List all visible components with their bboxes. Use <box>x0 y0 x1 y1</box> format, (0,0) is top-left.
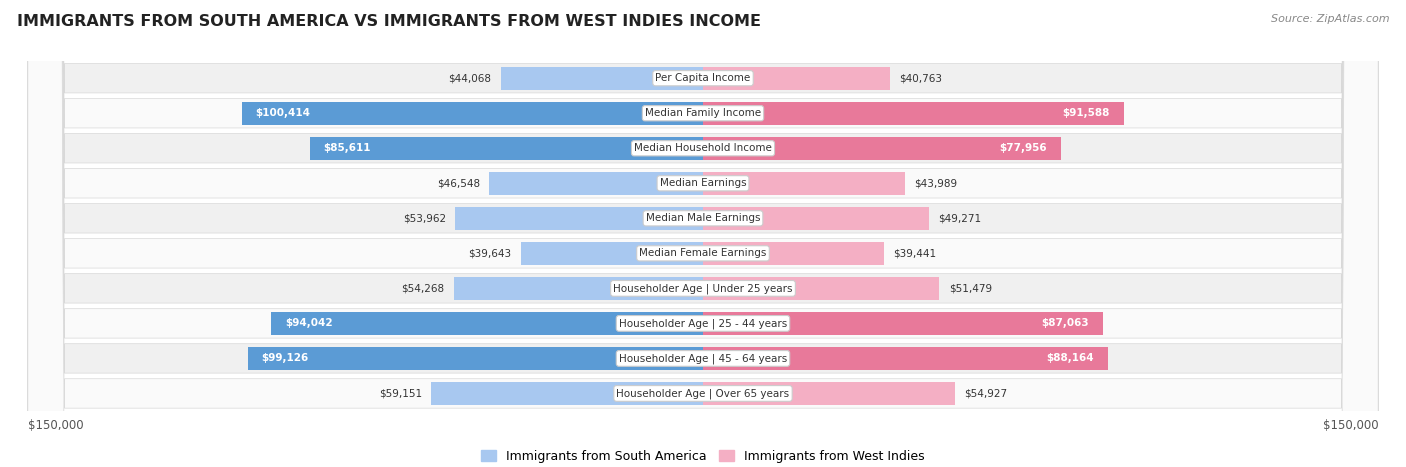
Text: Per Capita Income: Per Capita Income <box>655 73 751 83</box>
Bar <box>432 382 703 405</box>
Text: Householder Age | 45 - 64 years: Householder Age | 45 - 64 years <box>619 353 787 364</box>
Bar <box>309 137 703 160</box>
Text: $91,588: $91,588 <box>1063 108 1109 118</box>
FancyBboxPatch shape <box>28 0 1378 467</box>
FancyBboxPatch shape <box>28 0 1378 467</box>
Text: $39,643: $39,643 <box>468 248 512 258</box>
Text: $88,164: $88,164 <box>1046 354 1094 363</box>
Text: Source: ZipAtlas.com: Source: ZipAtlas.com <box>1271 14 1389 24</box>
Bar <box>703 172 905 195</box>
Text: Householder Age | Over 65 years: Householder Age | Over 65 years <box>616 388 790 399</box>
Text: Median Household Income: Median Household Income <box>634 143 772 153</box>
Bar <box>703 207 929 230</box>
Bar <box>703 312 1102 335</box>
Text: $49,271: $49,271 <box>938 213 981 223</box>
FancyBboxPatch shape <box>28 0 1378 467</box>
Bar <box>703 382 955 405</box>
Bar <box>703 137 1062 160</box>
FancyBboxPatch shape <box>28 0 1378 467</box>
Text: Median Female Earnings: Median Female Earnings <box>640 248 766 258</box>
Bar <box>271 312 703 335</box>
Text: $54,927: $54,927 <box>965 389 1008 398</box>
Bar <box>456 207 703 230</box>
Text: $40,763: $40,763 <box>900 73 942 83</box>
Text: $44,068: $44,068 <box>449 73 492 83</box>
Bar <box>703 102 1123 125</box>
Text: $59,151: $59,151 <box>380 389 422 398</box>
Text: $43,989: $43,989 <box>914 178 957 188</box>
Bar <box>703 277 939 300</box>
FancyBboxPatch shape <box>28 0 1378 467</box>
Text: $53,962: $53,962 <box>404 213 446 223</box>
Text: IMMIGRANTS FROM SOUTH AMERICA VS IMMIGRANTS FROM WEST INDIES INCOME: IMMIGRANTS FROM SOUTH AMERICA VS IMMIGRA… <box>17 14 761 29</box>
Text: $77,956: $77,956 <box>1000 143 1047 153</box>
Text: $150,000: $150,000 <box>28 418 83 432</box>
Text: Median Earnings: Median Earnings <box>659 178 747 188</box>
Bar <box>501 67 703 90</box>
Text: $87,063: $87,063 <box>1042 318 1090 328</box>
Bar <box>703 347 1108 370</box>
Bar <box>454 277 703 300</box>
Text: Householder Age | 25 - 44 years: Householder Age | 25 - 44 years <box>619 318 787 329</box>
FancyBboxPatch shape <box>28 0 1378 467</box>
FancyBboxPatch shape <box>28 0 1378 467</box>
Text: $54,268: $54,268 <box>402 283 444 293</box>
Legend: Immigrants from South America, Immigrants from West Indies: Immigrants from South America, Immigrant… <box>477 445 929 467</box>
Bar <box>520 242 703 265</box>
Bar <box>489 172 703 195</box>
Text: $150,000: $150,000 <box>1323 418 1378 432</box>
Text: Median Male Earnings: Median Male Earnings <box>645 213 761 223</box>
FancyBboxPatch shape <box>28 0 1378 467</box>
Bar <box>703 242 884 265</box>
Bar <box>242 102 703 125</box>
Bar <box>247 347 703 370</box>
Text: $39,441: $39,441 <box>893 248 936 258</box>
FancyBboxPatch shape <box>28 0 1378 467</box>
Text: Householder Age | Under 25 years: Householder Age | Under 25 years <box>613 283 793 294</box>
Text: Median Family Income: Median Family Income <box>645 108 761 118</box>
Bar <box>703 67 890 90</box>
Text: $85,611: $85,611 <box>323 143 371 153</box>
Text: $51,479: $51,479 <box>949 283 991 293</box>
Text: $100,414: $100,414 <box>256 108 311 118</box>
Text: $99,126: $99,126 <box>262 354 309 363</box>
Text: $46,548: $46,548 <box>437 178 479 188</box>
FancyBboxPatch shape <box>28 0 1378 467</box>
Text: $94,042: $94,042 <box>285 318 332 328</box>
